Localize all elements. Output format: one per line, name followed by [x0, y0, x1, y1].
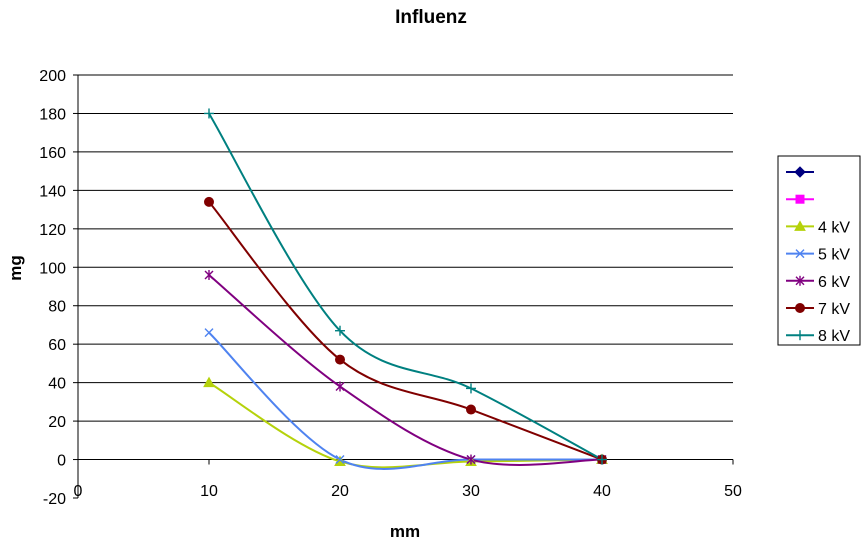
y-tick-label: 0: [57, 453, 66, 470]
data-point: [203, 376, 215, 388]
series-lines: [208, 112, 603, 470]
legend-label: 4 kV: [818, 219, 850, 236]
x-tick-label: 30: [462, 483, 480, 500]
series-line: [208, 112, 603, 461]
data-point: [466, 454, 476, 465]
legend-swatch-marker: [795, 249, 805, 259]
series-line: [208, 274, 603, 466]
legend: 4 kV 5 kV 6 kV 7 kV 8 kV: [777, 155, 861, 346]
chart-title: Influenz: [395, 7, 467, 28]
y-tick-label: -20: [43, 491, 66, 508]
x-tick-label: 20: [331, 483, 349, 500]
grid-lines: [78, 74, 733, 461]
legend-label: 8 kV: [818, 328, 850, 345]
x-tick-label: 50: [724, 483, 742, 500]
legend-swatch-marker: [795, 330, 805, 341]
legend-box: [777, 155, 861, 346]
legend-swatch-marker: [795, 303, 805, 313]
data-point: [204, 328, 214, 338]
legend-label: 7 kV: [818, 301, 850, 318]
data-point: [597, 454, 607, 465]
series-line: [208, 381, 603, 469]
axes: -20 0 20 40 60 80 100 120 140 160 180 200 0 10 20 30 40 5…: [39, 68, 742, 508]
data-point: [466, 383, 476, 394]
x-axis-title: mm: [390, 522, 420, 541]
legend-label: 5 kV: [818, 247, 850, 264]
y-tick-label: 200: [39, 68, 66, 85]
legend-swatch-marker: [795, 194, 805, 204]
x-tick-label: 10: [200, 483, 218, 500]
y-tick-label: 140: [39, 183, 66, 200]
series-line: [208, 201, 603, 461]
data-point: [335, 381, 345, 392]
y-tick-label: 40: [48, 376, 66, 393]
x-tick-label: 0: [74, 483, 83, 500]
y-tick-label: 180: [39, 106, 66, 123]
legend-swatch-marker: [794, 166, 806, 178]
x-tick-label: 40: [593, 483, 611, 500]
legend-swatch-marker: [795, 275, 805, 286]
data-point: [335, 455, 345, 465]
legend-swatch-marker: [794, 220, 806, 231]
y-tick-label: 60: [48, 337, 66, 354]
y-tick-label: 160: [39, 145, 66, 162]
data-point: [335, 354, 345, 365]
y-axis-title: mg: [6, 255, 25, 281]
series-markers: [203, 108, 608, 466]
legend-label: 6 kV: [818, 274, 850, 291]
data-point: [335, 325, 345, 336]
data-point: [204, 108, 214, 119]
y-tick-label: 120: [39, 222, 66, 239]
data-point: [204, 196, 214, 207]
data-point: [466, 404, 476, 415]
y-tick-label: 80: [48, 299, 66, 316]
data-point: [334, 455, 346, 466]
data-point: [204, 269, 214, 280]
series-line: [208, 331, 602, 470]
y-tick-label: 20: [48, 414, 66, 431]
y-tick-label: 100: [39, 260, 66, 277]
